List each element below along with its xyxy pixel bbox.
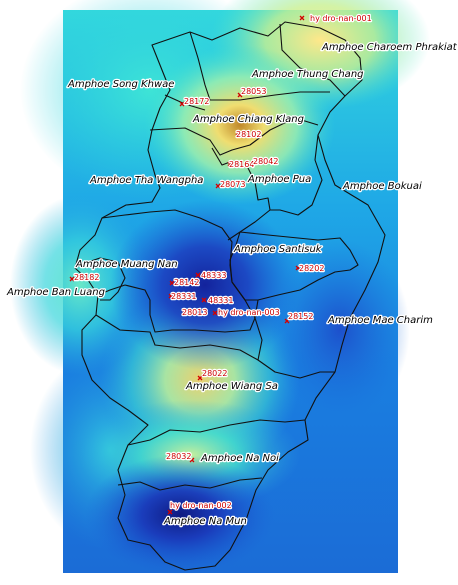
station-label: hy dro-nan-002 <box>170 501 232 510</box>
station-label: 28142 <box>174 278 199 287</box>
station-label: 28042 <box>253 157 278 166</box>
station-marker-icon <box>179 101 185 107</box>
district-label: Amphoe Pua <box>247 174 311 185</box>
district-label: Amphoe Thung Chang <box>251 69 364 80</box>
district-label: Amphoe Tha Wangpha <box>89 175 203 186</box>
station-label: 28172 <box>184 97 209 106</box>
district-boundaries <box>74 21 386 571</box>
station-label: 28013 <box>182 308 207 317</box>
station-marker-icon <box>169 280 175 286</box>
province-outline <box>74 21 386 571</box>
station-label: 28032 <box>166 452 191 461</box>
station-marker-icon <box>295 265 301 271</box>
border-wiangsa-north <box>95 314 259 361</box>
station-label: 28022 <box>202 369 227 378</box>
station-marker-icon <box>212 310 218 316</box>
station-markers <box>69 15 305 515</box>
border-charoem-thungchang <box>279 23 346 97</box>
border-songkhwae-chiangklang <box>164 94 206 111</box>
border-thungchang-songkhwae <box>189 31 330 101</box>
station-label: hy dro-nan-003 <box>218 308 280 317</box>
station-label: 28202 <box>299 264 324 273</box>
district-label: Amphoe Bokuai <box>342 181 422 192</box>
border-wiangsa-nanoi <box>127 419 306 446</box>
station-label: 28102 <box>236 130 261 139</box>
station-marker-icon <box>227 161 233 167</box>
station-marker-icon <box>69 276 75 282</box>
border-muangnan <box>97 209 256 333</box>
district-label: Amphoe Mae Charim <box>327 315 433 326</box>
station-marker-icon <box>215 183 221 189</box>
district-label: Amphoe Na Noi <box>200 453 279 464</box>
station-label: 28164 <box>229 160 254 169</box>
station-marker-icon <box>252 159 258 165</box>
station-marker-icon <box>237 92 243 98</box>
station-marker-icon <box>299 15 305 21</box>
station-label: 28053 <box>241 87 266 96</box>
station-label: 28152 <box>288 312 313 321</box>
district-label: Amphoe Na Mun <box>163 516 247 527</box>
station-label: 28182 <box>74 273 99 282</box>
station-label: hy dro-nan-001 <box>310 14 372 23</box>
district-label: Amphoe Song Khwae <box>67 79 174 90</box>
border-maecharim <box>254 299 335 379</box>
station-label: 48331 <box>208 296 233 305</box>
station-marker-icon <box>167 509 173 515</box>
border-nanoi-namun <box>117 477 263 491</box>
station-label: 48333 <box>201 271 226 280</box>
station-label: 28073 <box>220 180 245 189</box>
station-marker-icon <box>197 375 203 381</box>
district-label: Amphoe Chiang Klang <box>192 114 304 125</box>
district-label: Amphoe Charoem Phrakiat <box>321 42 458 53</box>
station-labels: hy dro-nan-001 28053 28172 28102 28164 2… <box>73 13 373 511</box>
station-marker-icon <box>235 130 241 136</box>
interpolated-surface <box>10 0 430 575</box>
border-pua-tha <box>211 147 271 241</box>
border-pua-bokuai <box>270 134 323 216</box>
border-banluang <box>74 257 126 301</box>
district-label: Amphoe Muang Nan <box>75 259 178 270</box>
station-marker-icon <box>195 272 201 278</box>
station-label: 28331 <box>171 292 196 301</box>
district-label: Amphoe Ban Luang <box>6 287 105 298</box>
station-marker-icon <box>189 457 195 463</box>
station-marker-icon <box>201 297 207 303</box>
border-chiangklang-south <box>149 117 319 156</box>
district-labels: Amphoe Charoem Phrakiat Amphoe Thung Cha… <box>5 41 458 529</box>
station-marker-icon <box>181 309 187 315</box>
district-label: Amphoe Wiang Sa <box>185 381 278 392</box>
station-marker-icon <box>168 293 174 299</box>
station-marker-icon <box>284 318 290 324</box>
district-label: Amphoe Santisuk <box>233 244 323 255</box>
